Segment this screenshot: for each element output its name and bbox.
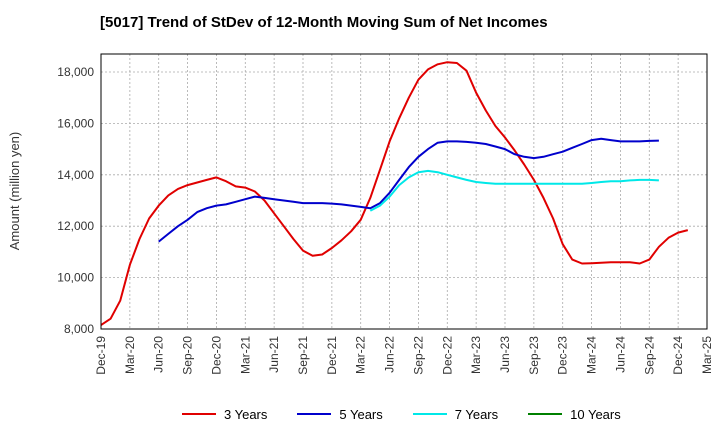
x-tick-label: Jun-21 bbox=[267, 336, 281, 373]
x-tick-label: Sep-23 bbox=[527, 336, 541, 375]
legend-item-5-years: 5 Years bbox=[297, 406, 383, 422]
legend-swatch bbox=[297, 413, 332, 415]
series-line-5-years bbox=[158, 137, 659, 243]
y-tick-label: 14,000 bbox=[57, 168, 94, 182]
x-tick-label: Jun-20 bbox=[152, 336, 166, 373]
legend-label: 5 Years bbox=[339, 406, 383, 422]
x-tick-label: Dec-19 bbox=[94, 336, 108, 375]
legend-label: 3 Years bbox=[224, 406, 268, 422]
legend: 3 Years 5 Years 7 Years 10 Years bbox=[182, 404, 651, 424]
legend-swatch bbox=[528, 413, 563, 415]
y-tick-label: 16,000 bbox=[57, 116, 94, 130]
y-tick-labels: 8,000 10,000 12,000 14,000 16,000 18,000 bbox=[57, 65, 94, 336]
x-tick-label: Sep-21 bbox=[296, 336, 310, 375]
x-tick-label: Jun-22 bbox=[383, 336, 397, 373]
x-tick-label: Dec-23 bbox=[556, 336, 570, 375]
y-tick-label: 12,000 bbox=[57, 219, 94, 233]
series-line-7-years bbox=[369, 169, 659, 212]
legend-item-10-years: 10 Years bbox=[528, 407, 621, 422]
x-tick-label: Dec-22 bbox=[440, 336, 454, 375]
plot-area bbox=[101, 54, 707, 329]
legend-item-7-years: 7 Years bbox=[412, 406, 499, 422]
x-tick-label: Mar-25 bbox=[700, 336, 714, 374]
x-tick-label: Sep-22 bbox=[411, 336, 425, 375]
x-tick-label: Dec-21 bbox=[325, 336, 339, 375]
y-tick-label: 10,000 bbox=[57, 271, 94, 285]
legend-label: 10 Years bbox=[570, 406, 621, 422]
x-tick-label: Jun-23 bbox=[498, 336, 512, 373]
chart-title: [5017] Trend of StDev of 12-Month Moving… bbox=[100, 14, 548, 31]
y-axis-label: Amount (million yen) bbox=[7, 132, 22, 251]
x-tick-label: Mar-24 bbox=[585, 336, 599, 374]
series-line-3-years bbox=[100, 61, 689, 326]
y-tick-label: 8,000 bbox=[64, 322, 94, 336]
x-tick-labels: Dec-19 Mar-20 Jun-20 Sep-20 Dec-20 Mar-21 Jun-… bbox=[94, 336, 714, 375]
series-lines bbox=[100, 61, 689, 326]
legend-swatch bbox=[412, 413, 447, 415]
legend-swatch bbox=[182, 413, 216, 415]
x-tick-label: Mar-20 bbox=[123, 336, 137, 374]
x-tick-label: Dec-24 bbox=[671, 336, 685, 375]
plot-border bbox=[100, 53, 708, 330]
x-tick-label: Mar-22 bbox=[354, 336, 368, 374]
x-tick-label: Dec-20 bbox=[209, 336, 223, 375]
legend-item-3-years: 3 Years bbox=[182, 407, 267, 422]
x-tick-label: Mar-23 bbox=[469, 336, 483, 374]
x-tick-label: Sep-20 bbox=[181, 336, 195, 375]
x-tick-label: Mar-21 bbox=[238, 336, 252, 374]
x-tick-label: Sep-24 bbox=[642, 336, 656, 375]
x-tick-label: Jun-24 bbox=[613, 336, 627, 373]
y-tick-label: 18,000 bbox=[57, 65, 94, 79]
legend-label: 7 Years bbox=[454, 406, 499, 422]
